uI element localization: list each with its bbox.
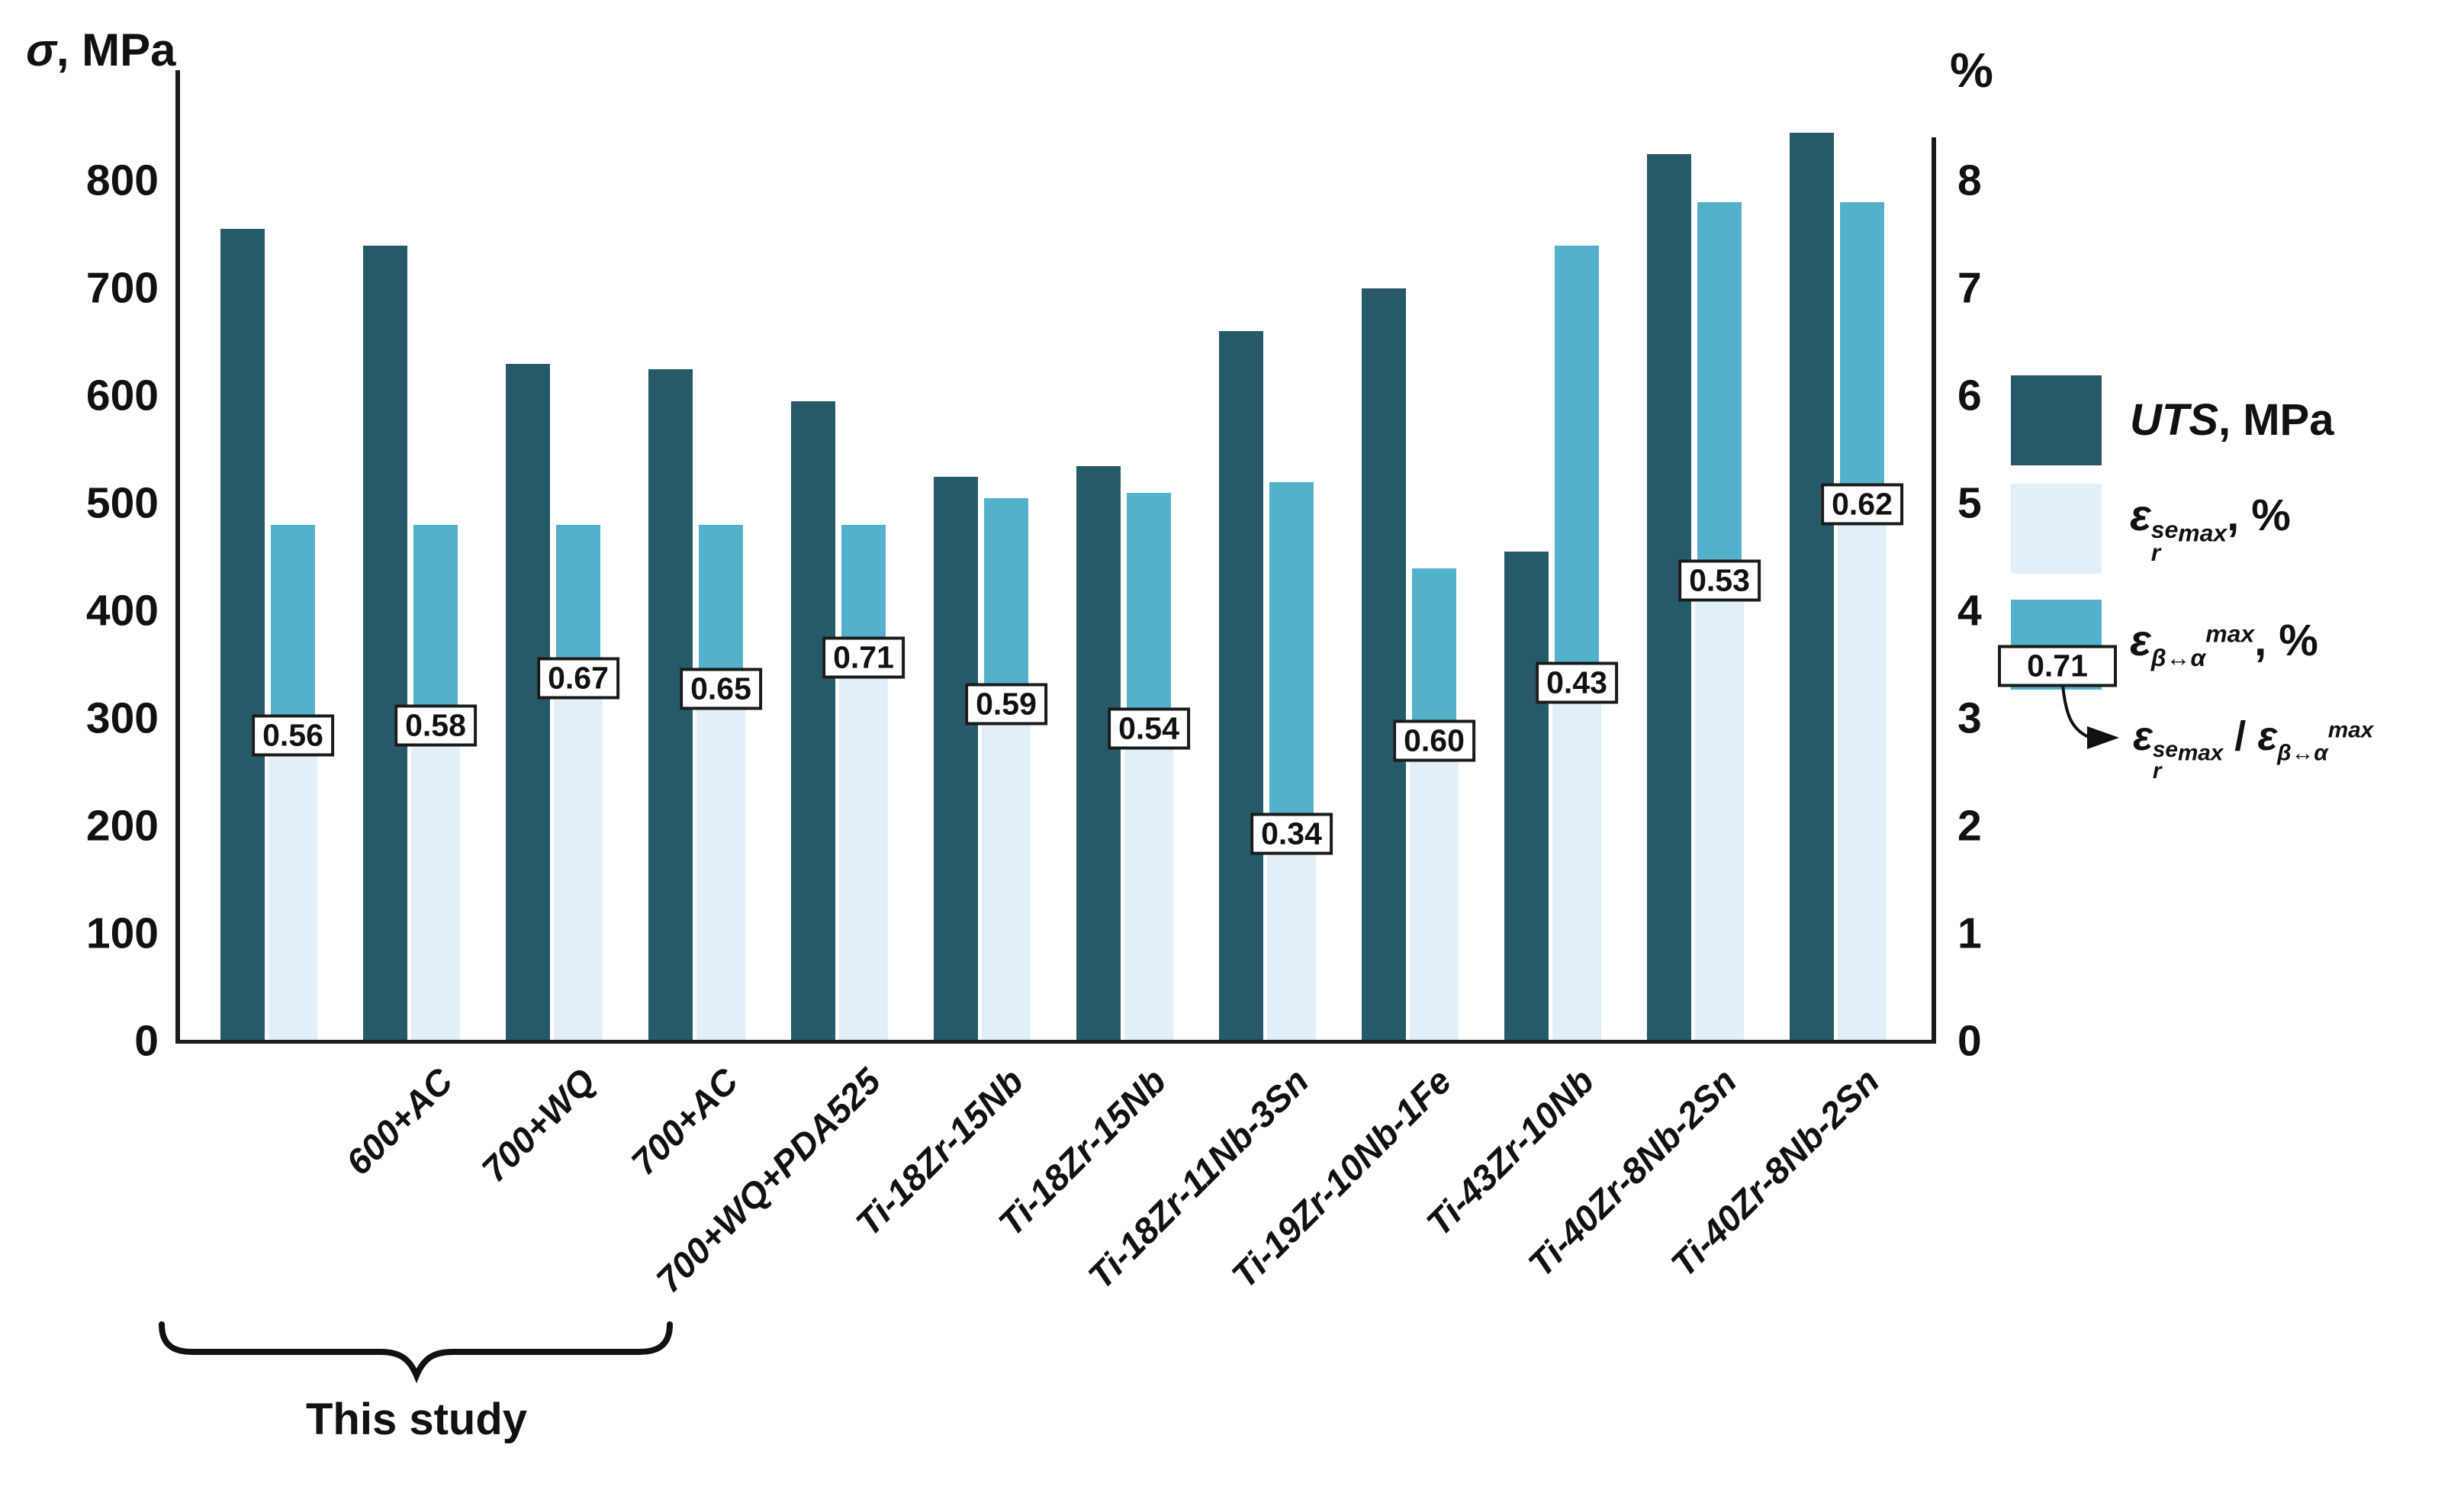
ratio-label-Ti-19Zr-10Nb-1Fe: 0.60 [1393,719,1475,762]
legend-text-part: ε [2133,713,2153,759]
right-tick-5: 5 [1957,478,1982,528]
legend-text-part: ε [2130,490,2151,540]
this-study-brace [159,1321,673,1384]
left-tick-800: 800 [85,156,159,205]
legend-text-part: , % [2254,615,2318,665]
y-axis-right-line [1932,137,1936,1044]
bar-uts-Ti-18Zr-15Nb [934,476,978,1041]
bar-eps-r-700+WQ+PDA525 [839,674,888,1041]
bar-eps-r-Ti-19Zr-10Nb-1Fe [1410,757,1459,1041]
right-tick-7: 7 [1957,263,1982,313]
ratio-label-700+WQ+PDA525: 0.71 [822,636,905,679]
ratio-formula: ε se r max / εβ↔αmax [2133,713,2374,784]
left-tick-500: 500 [85,478,159,528]
left-tick-400: 400 [85,586,159,635]
bar-uts-700+WQ+PDA525 [791,401,835,1041]
ratio-callout-arrow [2061,684,2091,739]
ratio-label-Ti-40Zr-8Nb-2Sn: 0.53 [1678,559,1761,602]
legend-text-part: max [2178,519,2228,547]
left-axis-unit: , MPa [56,24,176,76]
legend-text-part: , % [2227,490,2291,540]
stacked-script: se r [2150,515,2179,566]
bar-eps-r-600+AC [411,742,460,1041]
sigma-symbol: σ [26,24,56,76]
right-tick-1: 1 [1957,909,1982,958]
x-axis-line [175,1040,1936,1044]
legend-swatch-uts [2011,375,2102,465]
legend-text-part: UTS [2130,395,2218,445]
bar-uts-Ti-40Zr-8Nb-2Sn [1790,132,1834,1041]
legend-text-part: , MPa [2218,395,2334,445]
legend-text-part: β↔α [2150,644,2206,672]
legend-text-part: max [2327,717,2374,743]
bar-uts-group-1 [220,229,265,1041]
bar-uts-Ti-18Zr-11Nb-3Sn [1219,331,1263,1041]
legend-label-eps-r-se-max: ε se r max, % [2130,490,2291,566]
right-tick-6: 6 [1957,371,1982,420]
bar-uts-Ti-19Zr-10Nb-1Fe [1362,288,1406,1041]
right-tick-0: 0 [1957,1016,1982,1066]
ratio-label-group-1: 0.56 [252,714,334,757]
legend-swatch-eps-r-se-max [2011,484,2102,574]
left-tick-200: 200 [85,801,159,851]
right-axis-title: % [1950,43,1993,98]
this-study-label: This study [305,1395,528,1444]
legend-text-part: max [2205,619,2255,648]
left-tick-0: 0 [134,1016,159,1066]
bar-eps-r-Ti-18Zr-11Nb-3Sn [1267,851,1316,1041]
legend-label-uts: UTS, MPa [2130,398,2334,442]
left-tick-700: 700 [85,263,159,313]
stacked-script: se r [2152,736,2178,784]
left-tick-300: 300 [85,693,159,743]
bar-eps-r-Ti-40Zr-8Nb-2Sn [1838,520,1887,1041]
bar-eps-r-Ti-40Zr-8Nb-2Sn [1695,597,1744,1041]
ratio-label-700+WQ: 0.67 [537,657,619,700]
left-tick-600: 600 [85,371,159,420]
bar-uts-600+AC [363,245,407,1041]
bar-eps-r-group-1 [269,751,317,1041]
bar-uts-Ti-18Zr-15Nb [1076,465,1121,1041]
bar-uts-700+WQ [506,363,550,1041]
ratio-callout-arrowhead [2087,726,2119,749]
right-tick-4: 4 [1957,586,1982,635]
ratio-label-700+AC: 0.65 [680,668,762,710]
ratio-label-600+AC: 0.58 [394,704,477,747]
legend-ratio-example: 0.71 [1998,645,2117,687]
bar-eps-r-Ti-18Zr-15Nb [1124,745,1173,1041]
right-tick-8: 8 [1957,156,1982,205]
ratio-label-Ti-18Zr-15Nb: 0.54 [1108,707,1190,750]
bar-eps-r-Ti-18Zr-15Nb [982,720,1031,1041]
left-tick-100: 100 [85,909,159,958]
right-tick-2: 2 [1957,801,1982,851]
legend-text-part: / [2223,713,2258,759]
right-tick-3: 3 [1957,693,1982,743]
legend-text-part: ε [2257,713,2278,759]
ratio-label-Ti-18Zr-15Nb: 0.59 [965,683,1047,726]
legend-text-part: max [2177,740,2224,766]
bar-eps-r-700+AC [696,706,745,1041]
y-axis-left-line [175,70,180,1044]
left-axis-title: σ, MPa [26,27,176,73]
legend-text-part: ε [2130,615,2151,665]
bar-uts-Ti-43Zr-10Nb [1504,552,1549,1041]
ratio-label-Ti-40Zr-8Nb-2Sn: 0.62 [1821,483,1903,526]
bar-eps-r-Ti-43Zr-10Nb [1552,699,1601,1041]
ratio-label-Ti-43Zr-10Nb: 0.43 [1536,661,1618,704]
ratio-label-Ti-18Zr-11Nb-3Sn: 0.34 [1250,812,1333,855]
legend-label-eps-beta-alpha-max: εβ↔αmax, % [2130,615,2318,672]
legend-text-part: β↔α [2277,740,2328,766]
bar-eps-r-700+WQ [554,694,603,1041]
